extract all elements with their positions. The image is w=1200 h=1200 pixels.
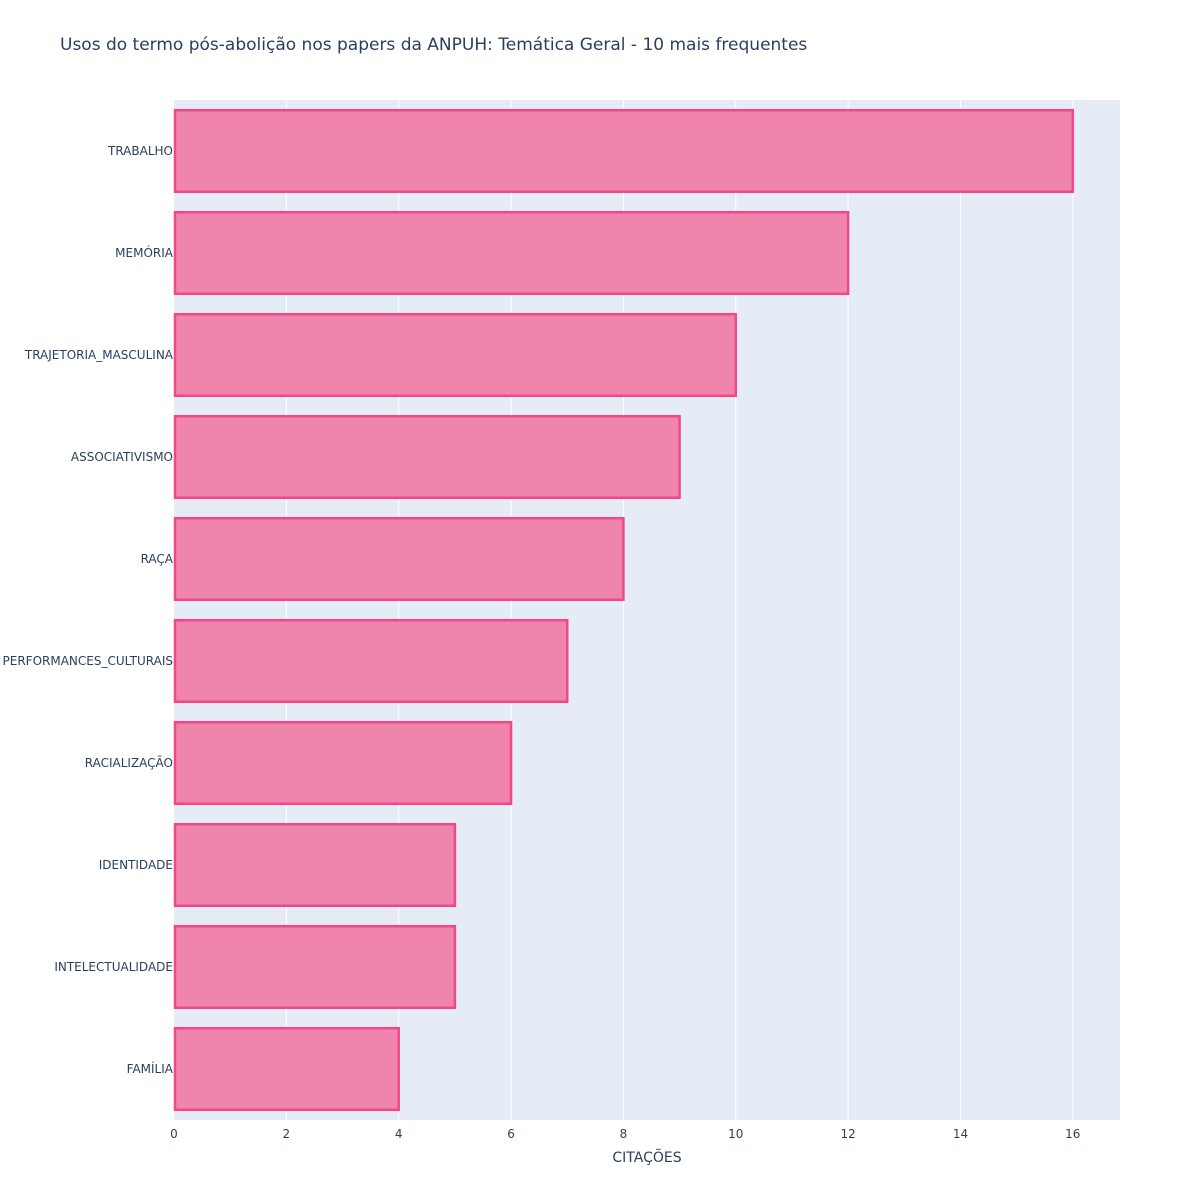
y-tick-label-3: ASSOCIATIVISMO [71, 450, 173, 464]
y-tick-label-2: TRAJETORIA_MASCULINA [24, 348, 174, 362]
y-tick-label-5: PERFORMANCES_CULTURAIS [3, 654, 173, 668]
y-axis-tick-labels: TRABALHO MEMÓRIA TRAJETORIA_MASCULINA ASSOC… [3, 144, 174, 1076]
x-tick-label-7: 14 [953, 1127, 968, 1141]
y-tick-label-8: INTELECTUALIDADE [54, 960, 173, 974]
x-tick-label-2: 4 [395, 1127, 403, 1141]
bar-5 [173, 618, 569, 704]
x-tick-label-0: 0 [170, 1127, 178, 1141]
x-axis-tick-labels: 0 2 4 6 8 10 12 14 16 [170, 1127, 1080, 1141]
x-tick-label-4: 8 [620, 1127, 628, 1141]
bar-9 [173, 1026, 400, 1112]
x-tick-label-6: 12 [840, 1127, 855, 1141]
bar-6 [173, 720, 513, 806]
y-tick-label-7: IDENTIDADE [99, 858, 173, 872]
bar-0 [173, 108, 1075, 194]
y-tick-label-0: TRABALHO [107, 144, 173, 158]
bars [173, 108, 1075, 1112]
bar-3 [173, 414, 681, 500]
bar-4 [173, 516, 625, 602]
y-tick-label-4: RAÇA [141, 552, 174, 566]
x-axis-title: CITAÇÕES [612, 1149, 681, 1166]
x-tick-label-1: 2 [283, 1127, 291, 1141]
bar-2 [173, 312, 738, 398]
y-tick-label-1: MEMÓRIA [115, 245, 174, 260]
chart-title: Usos do termo pós-abolição nos papers da… [60, 35, 807, 55]
x-tick-label-5: 10 [728, 1127, 743, 1141]
y-tick-label-6: RACIALIZAÇÃO [85, 755, 173, 770]
bar-1 [173, 210, 850, 296]
bar-7 [173, 822, 457, 908]
x-tick-label-3: 6 [507, 1127, 515, 1141]
y-tick-label-9: FAMÍLIA [127, 1061, 174, 1076]
bar-8 [173, 924, 457, 1010]
x-tick-label-8: 16 [1065, 1127, 1080, 1141]
